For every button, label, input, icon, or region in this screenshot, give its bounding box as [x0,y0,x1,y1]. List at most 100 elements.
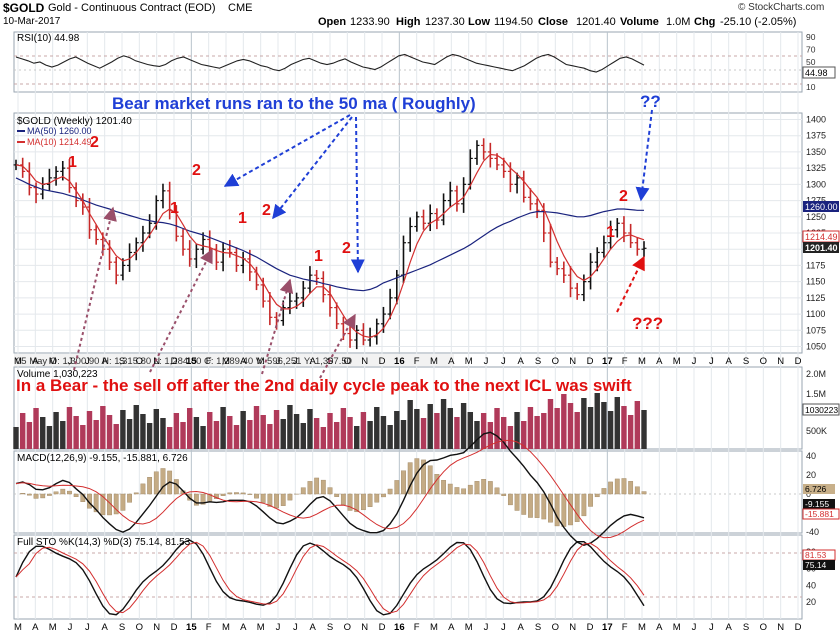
x-label: M [465,622,473,633]
price-bar [501,157,507,178]
price-bar [354,325,360,350]
x-label: O [552,622,559,633]
x-label: J [484,622,489,633]
macd-hist-bar [334,493,340,497]
x-label: A [240,622,247,633]
price-bar [173,205,179,242]
price-tick: 1150 [806,277,825,287]
watermark: © StockCharts.com [738,2,825,13]
x-label: M [673,356,681,367]
macd-hist-bar [300,487,306,495]
price-bar [127,243,133,272]
ma10-legend: MA(10) 1214.49 [27,137,92,147]
macd-hist-bar [394,480,400,495]
chart-date: 10-Mar-2017 [3,16,61,27]
x-label: 16 [394,356,405,367]
volume-bar [554,408,560,449]
macd-hist-bar [33,493,39,499]
price-tick: 1375 [806,131,826,141]
volume-bar [73,416,79,449]
x-label: N [153,622,160,633]
sto-badge-k: 75.14 [805,560,827,570]
macd-hist-bar [387,488,393,495]
price-bar [407,217,413,252]
x-label: F [622,356,628,367]
macd-hist-bar [307,481,313,495]
price-bar [247,249,253,281]
annotation-bottom-note: In a Bear - the sell off after the 2nd d… [16,376,632,395]
price-bar [641,241,647,257]
price-bar [387,288,393,320]
macd-hist-bar [501,493,507,496]
macd-hist-bar [26,493,32,496]
price-tick: 1250 [806,212,826,222]
x-label: F [414,622,420,633]
ma50-legend: MA(50) 1260.00 [27,126,92,136]
price-bar [327,285,333,317]
volume-tick: 500K [806,426,827,436]
volume-bar [240,411,246,449]
annotation-question-top: ?? [640,92,661,111]
volume-bar [126,419,133,449]
price-tick: 1325 [806,163,826,173]
volume-bar [200,426,206,449]
x-label: A [656,356,663,367]
price-tick: 1275 [806,196,826,206]
volume-bar [40,417,46,449]
x-label: A [448,622,455,633]
volume-panel: 2.0M 1.5M 500K Volume 1,030,223 1030223 [13,369,840,449]
rsi-tick: 50 [806,57,816,67]
x-label: J [293,356,298,367]
x-label: A [656,622,663,633]
volume-badge: 1030223 [805,405,838,415]
x-label: O [760,622,767,633]
exchange: CME [228,2,253,14]
macd-hist-bar [494,487,500,495]
x-label: O [760,356,767,367]
x-label: O [344,356,351,367]
volume-bar [307,409,313,449]
close-label: Close [538,16,568,28]
volume-bar [487,422,494,449]
x-label: M [465,356,473,367]
price-bar [66,159,72,193]
volume-bar [561,394,567,449]
x-label: S [327,622,333,633]
volume-bar [420,418,427,449]
volume-bars [13,393,647,449]
annotations: Bear market runs ran to the 50 ma ( Roug… [16,92,663,395]
x-label: M [14,356,22,367]
macd-hist-bar [588,493,593,507]
price-bar [86,197,92,239]
macd-hist-bar [561,493,567,527]
macd-hist-bar [73,493,79,497]
x-label: J [484,356,489,367]
x-label: J [276,622,281,633]
volume-bar [66,407,73,449]
volume-bar [394,411,400,449]
macd-hist-bar [461,488,467,495]
macd-hist-bar [601,488,607,495]
low-label: Low [468,16,490,28]
x-label: M [49,356,57,367]
macd-hist-bar [347,493,353,511]
cycle-mark-5: 1 [238,210,247,227]
volume-bar [313,418,320,449]
price-bar [160,183,166,209]
volume-bar [280,419,286,449]
x-label: J [85,622,90,633]
macd-hist-bar [608,481,613,495]
cycle-mark-2: 2 [90,134,99,151]
volume-axis: 2.0M 1.5M 500K [806,369,827,436]
macd-hist-bar [153,471,159,495]
volume-bar [247,420,253,449]
volume-bar [166,427,173,449]
volume-bar [440,399,447,449]
macd-badge-signal: -15.881 [805,509,834,519]
price-bar [561,261,567,283]
x-label: N [361,356,368,367]
annotation-title: Bear market runs ran to the 50 ma ( Roug… [112,94,476,113]
x-label: D [171,356,178,367]
x-axis-labels-bottom: M A M J J A S O N D 15 F M A M J J A S O N D 16 F M A M J J A S O N D 17 F M… [14,622,802,633]
macd-hist-bar [100,493,106,516]
